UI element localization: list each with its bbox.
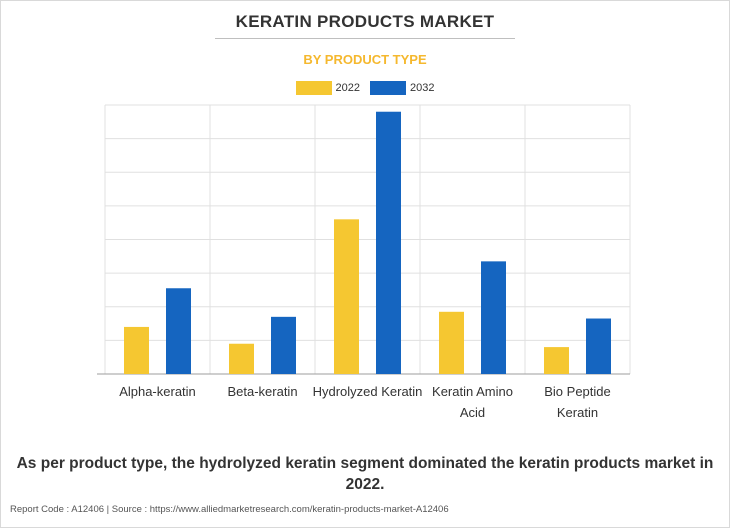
bar-2022-3 xyxy=(439,311,464,374)
x-tick-label: Bio Peptide xyxy=(544,384,611,399)
source-line: Report Code : A12406 | Source : https://… xyxy=(10,504,449,515)
bar-2022-0 xyxy=(124,326,149,374)
legend-label-2022: 2022 xyxy=(335,82,360,94)
bar-2022-2 xyxy=(334,219,359,374)
legend: 2022 2032 xyxy=(0,81,730,95)
legend-item-2022[interactable]: 2022 xyxy=(295,81,360,95)
bar-2032-4 xyxy=(586,318,611,374)
x-tick-label: Keratin Amino xyxy=(432,384,513,399)
bar-2032-2 xyxy=(376,111,401,374)
bar-2032-1 xyxy=(271,316,296,374)
x-tick-label: Alpha-keratin xyxy=(119,384,196,399)
chart-title: KERATIN PRODUCTS MARKET xyxy=(235,12,495,31)
legend-swatch-2032 xyxy=(370,81,406,95)
x-tick-label: Acid xyxy=(460,405,485,420)
legend-label-2032: 2032 xyxy=(410,82,435,94)
chart-subtitle: BY PRODUCT TYPE xyxy=(303,52,427,67)
bar-2032-3 xyxy=(481,261,506,374)
legend-item-2032[interactable]: 2032 xyxy=(370,81,434,95)
x-tick-label: Keratin xyxy=(557,405,598,420)
legend-swatch-2022 xyxy=(295,81,332,95)
title-divider xyxy=(215,38,515,39)
bar-2022-4 xyxy=(544,347,569,374)
bar-chart: Alpha-keratin Beta-keratin Hydrolyzed Kera… xyxy=(97,104,631,420)
bar-2022-1 xyxy=(229,343,254,374)
bar-2032-0 xyxy=(166,288,191,374)
chart-footnote: As per product type, the hydrolyzed kera… xyxy=(16,455,714,493)
x-tick-label: Beta-keratin xyxy=(227,384,297,399)
x-tick-label: Hydrolyzed Keratin xyxy=(313,384,423,399)
